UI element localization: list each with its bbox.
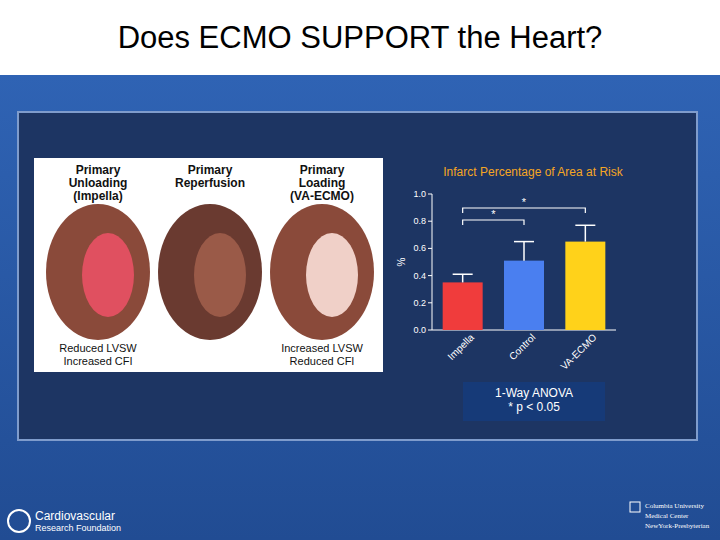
photo-label: Loading (299, 176, 346, 190)
title-band (0, 0, 720, 75)
y-tick-label: 1.0 (413, 189, 426, 199)
y-tick (428, 302, 432, 303)
y-tick-label: 0.2 (413, 298, 426, 308)
significance-bracket (463, 220, 524, 225)
y-tick (428, 330, 432, 331)
stats-text: * p < 0.05 (508, 400, 560, 414)
stats-box (463, 382, 605, 421)
footer-left: Research Foundation (35, 523, 121, 533)
footer-left: Cardiovascular (35, 509, 115, 523)
x-tick-label: Impella (445, 331, 476, 362)
panel (18, 112, 697, 440)
photo-label: (Impella) (73, 189, 122, 203)
y-axis (432, 194, 433, 330)
photo-caption: Increased CFI (63, 355, 132, 367)
x-tick-label: VA-ECMO (558, 331, 598, 371)
bar (443, 282, 483, 330)
y-tick-label: 0.0 (413, 325, 426, 335)
error-bar (514, 242, 534, 261)
heart-slice (270, 204, 374, 340)
photo-caption: Reduced CFI (290, 355, 355, 367)
significance-label: * (491, 208, 496, 220)
error-cap (575, 225, 595, 227)
heart-region (306, 233, 358, 317)
chart-title: Infarct Percentage of Area at Risk (443, 165, 623, 179)
error-stem (523, 242, 525, 261)
error-cap (453, 273, 473, 275)
photo-label: (VA-ECMO) (290, 189, 354, 203)
heart-slice (158, 204, 262, 340)
footer-right: Columbia University (645, 502, 704, 510)
error-stem (585, 225, 587, 241)
y-axis-title: % (396, 257, 407, 266)
y-tick-label: 0.8 (413, 216, 426, 226)
y-tick (428, 221, 432, 222)
error-cap (514, 241, 534, 243)
photo-caption: Reduced LVSW (59, 342, 137, 354)
slide: Does ECMO SUPPORT the Heart?PrimaryUnloa… (0, 0, 720, 540)
significance-label: * (522, 196, 527, 208)
photo (34, 158, 383, 372)
bar (565, 242, 605, 330)
heart-slice (46, 204, 150, 340)
footer-right: NewYork-Presbyterian (645, 522, 710, 530)
bars (443, 225, 606, 330)
error-bar (575, 225, 595, 241)
y-tick-label: 0.4 (413, 271, 426, 281)
y-tick (428, 275, 432, 276)
significance-bracket (463, 208, 586, 213)
error-stem (462, 274, 464, 282)
photo-caption: Increased LVSW (281, 342, 363, 354)
heart-region (194, 233, 246, 317)
slide-background (0, 75, 720, 540)
logo-crown (630, 502, 640, 512)
x-tick-label: Control (507, 332, 538, 363)
footer-right: Medical Center (645, 512, 689, 520)
stats-text: 1-Way ANOVA (495, 386, 573, 400)
y-tick-label: 0.6 (413, 243, 426, 253)
photo-label: Primary (300, 163, 345, 177)
logo-mark (8, 510, 30, 532)
slide-title: Does ECMO SUPPORT the Heart? (118, 20, 603, 55)
photo-label: Reperfusion (175, 176, 245, 190)
photo-label: Primary (188, 163, 233, 177)
bar (504, 261, 544, 330)
heart-region (82, 233, 134, 317)
error-bar (453, 274, 473, 282)
photo-label: Unloading (69, 176, 128, 190)
y-tick (428, 194, 432, 195)
y-tick (428, 248, 432, 249)
photo-label: Primary (76, 163, 121, 177)
